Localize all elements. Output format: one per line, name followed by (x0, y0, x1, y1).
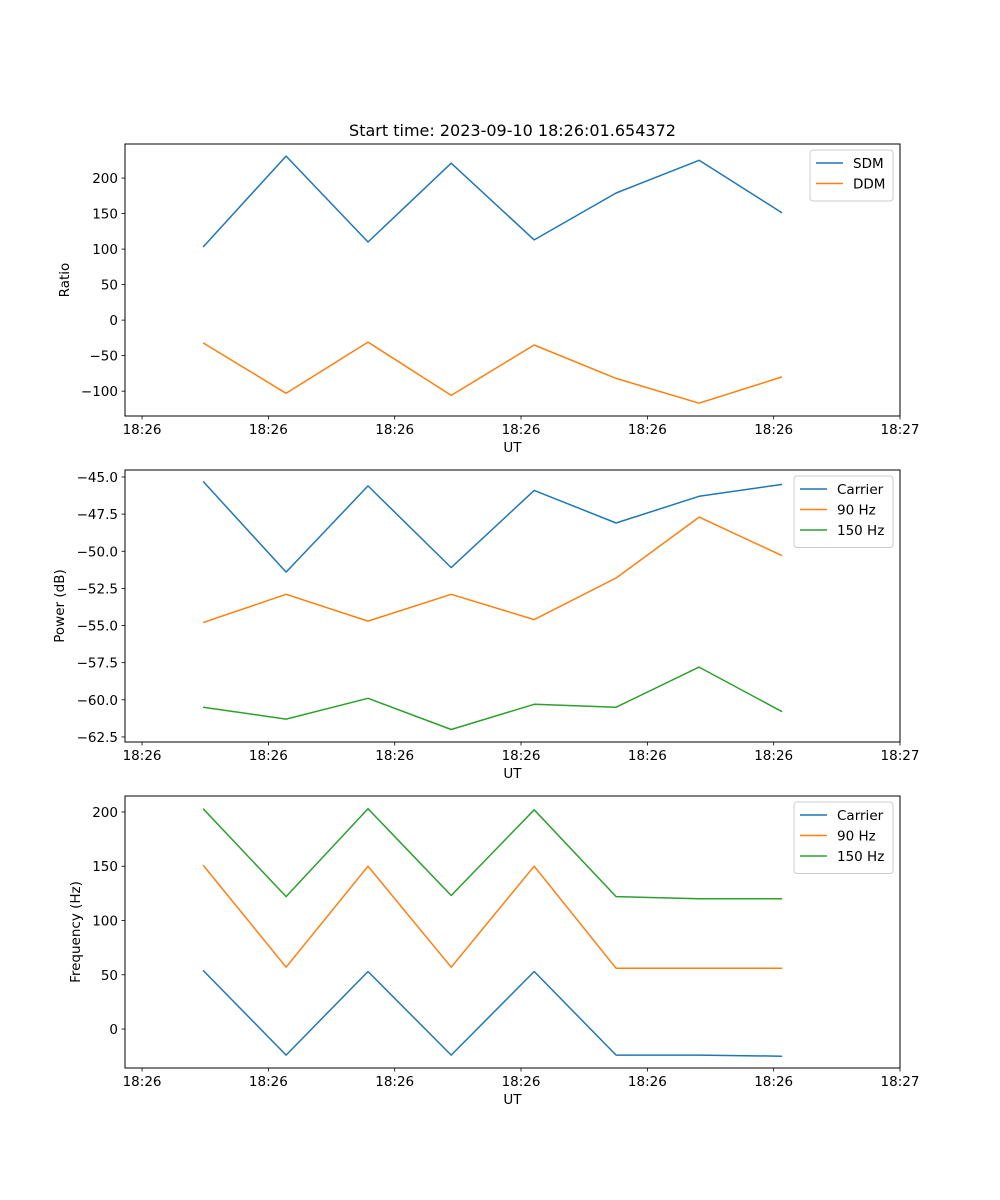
legend-label: 150 Hz (837, 523, 884, 539)
y-tick-label: 100 (92, 913, 118, 929)
axes-frame (124, 469, 901, 743)
y-tick-label: −55.0 (77, 619, 118, 635)
y-tick-label: −62.5 (77, 730, 118, 746)
chart-title: Start time: 2023-09-10 18:26:01.654372 (349, 121, 676, 140)
x-tick-label: 18:26 (375, 748, 414, 764)
legend-label: 90 Hz (837, 829, 876, 845)
y-tick-label: −45.0 (77, 470, 118, 486)
x-tick-label: 18:27 (881, 422, 920, 438)
series-line-carrier (202, 480, 783, 573)
series-line-150-hz (202, 666, 783, 731)
series-line-ddm (202, 341, 783, 404)
series-line-carrier (202, 969, 783, 1057)
legend-label: 150 Hz (837, 849, 884, 865)
legend: Carrier 90 Hz 150 Hz (793, 475, 894, 548)
y-tick-label: 50 (101, 968, 118, 984)
axes-frame (124, 795, 901, 1069)
y-tick-label: 0 (109, 313, 118, 329)
x-tick-label: 18:26 (502, 748, 541, 764)
y-tick-label: 0 (109, 1022, 118, 1038)
y-axis-label: Ratio (57, 263, 73, 298)
x-tick-label: 18:27 (881, 748, 920, 764)
legend: Carrier 90 Hz 150 Hz (793, 801, 894, 874)
y-tick-label: −100 (81, 384, 118, 400)
x-tick-label: 18:26 (249, 1074, 288, 1090)
x-tick-label: 18:26 (628, 1074, 667, 1090)
x-tick-label: 18:26 (754, 422, 793, 438)
y-tick-label: 200 (92, 805, 118, 821)
y-tick-label: 150 (92, 859, 118, 875)
legend-label: Carrier (837, 808, 884, 824)
y-tick-label: 100 (92, 242, 118, 258)
subplot-2: 18:26 18:26 18:26 18:26 18:26 18:26 18:27 −62.5… (52, 469, 920, 782)
legend-label: 90 Hz (837, 503, 876, 519)
series-line-150-hz (202, 807, 783, 900)
series-line-90-hz (202, 516, 783, 624)
axes-frame (124, 143, 901, 417)
y-axis-label: Power (dB) (52, 569, 68, 642)
series-line-sdm (202, 155, 783, 248)
x-tick-label: 18:26 (502, 422, 541, 438)
y-tick-label: 150 (92, 207, 118, 223)
x-tick-label: 18:26 (375, 1074, 414, 1090)
x-tick-label: 18:26 (123, 1074, 162, 1090)
y-tick-label: 200 (92, 171, 118, 187)
x-tick-label: 18:26 (754, 748, 793, 764)
x-axis-label: UT (503, 440, 522, 456)
x-tick-label: 18:26 (249, 748, 288, 764)
series-line-90-hz (202, 864, 783, 970)
x-tick-label: 18:26 (628, 748, 667, 764)
x-axis-label: UT (503, 766, 522, 782)
legend: SDM DDM (809, 149, 894, 202)
subplot-3: 18:26 18:26 18:26 18:26 18:26 18:26 18:27 0 50 10… (68, 795, 920, 1108)
x-tick-label: 18:26 (375, 422, 414, 438)
x-tick-label: 18:26 (628, 422, 667, 438)
x-tick-label: 18:26 (502, 1074, 541, 1090)
legend-label: SDM (853, 156, 884, 172)
x-tick-label: 18:26 (123, 422, 162, 438)
y-tick-label: −47.5 (77, 507, 118, 523)
y-tick-label: −50.0 (77, 544, 118, 560)
y-tick-label: −50 (90, 349, 119, 365)
subplot-1: 18:26 18:26 18:26 18:26 18:26 18:26 18:27 −100 −… (57, 121, 919, 456)
x-axis-label: UT (503, 1092, 522, 1108)
legend-label: Carrier (837, 482, 884, 498)
x-tick-label: 18:26 (123, 748, 162, 764)
y-axis-label: Frequency (Hz) (68, 881, 84, 983)
x-tick-label: 18:26 (249, 422, 288, 438)
y-tick-label: 50 (101, 278, 118, 294)
y-tick-label: −60.0 (77, 693, 118, 709)
y-tick-label: −52.5 (77, 581, 118, 597)
legend-label: DDM (853, 177, 885, 193)
y-tick-label: −57.5 (77, 656, 118, 672)
x-tick-label: 18:26 (754, 1074, 793, 1090)
x-tick-label: 18:27 (881, 1074, 920, 1090)
